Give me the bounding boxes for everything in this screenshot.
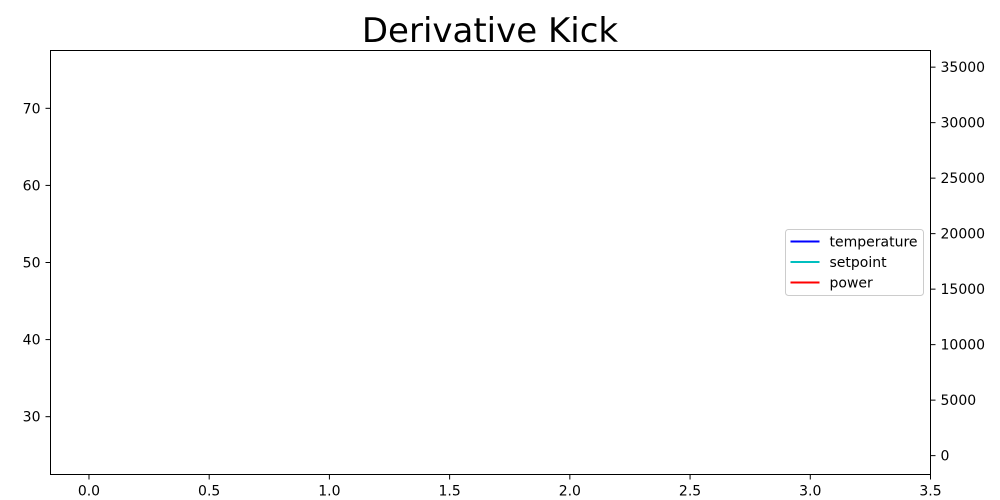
x-tick-label: 1.0 — [318, 484, 340, 500]
chart-title: Derivative Kick — [362, 11, 619, 51]
x-axis: 0.0 0.5 1.0 1.5 2.0 2.5 3.0 3.5 — [78, 474, 942, 500]
legend-label-power: power — [830, 276, 874, 292]
y2-tick-label: 20000 — [941, 227, 986, 243]
y2-tick-label: 5000 — [941, 393, 977, 409]
legend: temperature setpoint power — [785, 229, 924, 296]
x-tick-label: 3.5 — [919, 484, 941, 500]
y-tick-label: 50 — [23, 256, 41, 272]
y-axis-left: 30 40 50 60 70 — [23, 101, 51, 426]
y-tick-label: 30 — [23, 410, 41, 426]
plot-area — [50, 50, 931, 475]
y-tick-label: 40 — [23, 333, 41, 349]
y2-tick-label: 15000 — [941, 282, 986, 298]
y-axis-right: 0 5000 10000 15000 20000 25000 30000 35000 — [930, 60, 986, 465]
y2-tick-label: 0 — [941, 449, 950, 465]
y2-tick-label: 35000 — [941, 60, 986, 76]
y-tick-label: 60 — [23, 178, 41, 194]
x-tick-label: 2.5 — [679, 484, 701, 500]
legend-box — [785, 229, 924, 296]
x-tick-label: 0.5 — [198, 484, 220, 500]
y2-tick-label: 25000 — [941, 171, 986, 187]
y-tick-label: 70 — [23, 101, 41, 117]
legend-label-temperature: temperature — [830, 235, 918, 251]
x-tick-label: 1.5 — [438, 484, 460, 500]
y2-tick-label: 30000 — [941, 116, 986, 132]
x-tick-label: 0.0 — [78, 484, 100, 500]
y2-tick-label: 10000 — [941, 338, 986, 354]
legend-label-setpoint: setpoint — [830, 255, 888, 271]
x-tick-label: 2.0 — [559, 484, 581, 500]
x-tick-label: 3.0 — [799, 484, 821, 500]
